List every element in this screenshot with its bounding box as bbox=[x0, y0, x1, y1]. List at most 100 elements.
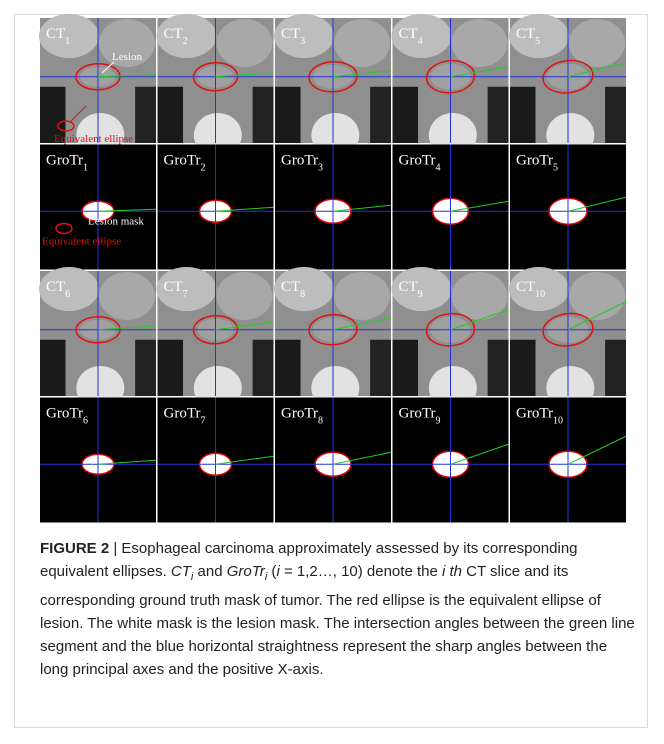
caption-text: and bbox=[193, 563, 226, 580]
air bbox=[253, 340, 274, 396]
panel: CT2 bbox=[157, 14, 274, 157]
air bbox=[275, 340, 301, 396]
air bbox=[488, 87, 509, 143]
tissue bbox=[217, 272, 273, 320]
panel: CT9 bbox=[392, 267, 509, 410]
panel: GroTr9 bbox=[393, 398, 509, 523]
panel-label-base: CT bbox=[399, 279, 418, 295]
caption-text: GroTr bbox=[227, 563, 265, 580]
air bbox=[135, 340, 156, 396]
caption-text: i th bbox=[442, 563, 462, 580]
tissue bbox=[334, 272, 390, 320]
tissue bbox=[99, 272, 155, 320]
panel-label-sub: 6 bbox=[83, 415, 88, 426]
air bbox=[393, 340, 419, 396]
air bbox=[488, 340, 509, 396]
air bbox=[605, 340, 626, 396]
panel-label-sub: 8 bbox=[300, 289, 305, 300]
panel-label-base: GroTr bbox=[281, 153, 318, 169]
panel-label-base: GroTr bbox=[46, 406, 83, 422]
tissue bbox=[217, 19, 273, 67]
annotation: Lesion mask bbox=[88, 216, 144, 228]
panel-label-base: CT bbox=[164, 279, 183, 295]
air bbox=[370, 340, 391, 396]
panel-label-sub: 3 bbox=[300, 36, 305, 47]
panel-label-base: GroTr bbox=[516, 153, 553, 169]
annotation: Equivalent ellipse bbox=[54, 133, 133, 145]
panel: CT6 bbox=[39, 267, 156, 410]
panel-label-sub: 9 bbox=[435, 415, 440, 426]
page: CT1CT2CT3CT4CT5GroTr1GroTr2GroTr3GroTr4G… bbox=[0, 0, 664, 744]
panel-label-sub: 1 bbox=[83, 162, 88, 173]
panel: GroTr10 bbox=[510, 398, 626, 523]
panel-label-sub: 5 bbox=[553, 162, 558, 173]
panel: GroTr7 bbox=[158, 398, 274, 523]
air bbox=[605, 87, 626, 143]
panel-label-base: CT bbox=[281, 279, 300, 295]
tissue bbox=[334, 19, 390, 67]
air bbox=[40, 340, 66, 396]
air bbox=[253, 87, 274, 143]
caption-text: = 1,2…, 10) denote the bbox=[280, 563, 442, 580]
tissue bbox=[452, 19, 508, 67]
air bbox=[370, 87, 391, 143]
panel-label-sub: 7 bbox=[183, 289, 188, 300]
panel: GroTr4 bbox=[393, 145, 509, 270]
air bbox=[510, 340, 536, 396]
air bbox=[393, 87, 419, 143]
caption: FIGURE 2 | Esophageal carcinoma approxim… bbox=[40, 537, 636, 681]
panel: CT5 bbox=[509, 14, 626, 157]
caption-text: CT slice and its corresponding ground tr… bbox=[40, 563, 635, 678]
panel-label-base: GroTr bbox=[399, 406, 436, 422]
panel: CT7 bbox=[157, 267, 274, 410]
panel-label-sub: 10 bbox=[553, 415, 563, 426]
tissue bbox=[569, 272, 625, 320]
panel-label-base: GroTr bbox=[164, 406, 201, 422]
panel-label-base: CT bbox=[46, 279, 65, 295]
caption-label: FIGURE 2 bbox=[40, 540, 109, 557]
air bbox=[135, 87, 156, 143]
panel: CT4 bbox=[392, 14, 509, 157]
panel-label-sub: 3 bbox=[318, 162, 323, 173]
panel-label-sub: 2 bbox=[183, 36, 188, 47]
panel: CT3 bbox=[274, 14, 391, 157]
panel: GroTr6 bbox=[40, 398, 156, 523]
air bbox=[275, 87, 301, 143]
panel-label-sub: 9 bbox=[418, 289, 423, 300]
panel: GroTr1 bbox=[40, 145, 156, 270]
panel-label-base: GroTr bbox=[399, 153, 436, 169]
air bbox=[158, 87, 184, 143]
panel: GroTr5 bbox=[510, 145, 626, 270]
panel: GroTr3 bbox=[275, 145, 391, 270]
panel: GroTr8 bbox=[275, 398, 391, 523]
panel-label-base: GroTr bbox=[516, 406, 553, 422]
caption-text: CT bbox=[171, 563, 191, 580]
annotation: Equivalent ellipse bbox=[42, 236, 121, 248]
panel-label-sub: 4 bbox=[435, 162, 440, 173]
panel-label-base: CT bbox=[164, 26, 183, 42]
panel-label-sub: 8 bbox=[318, 415, 323, 426]
panel-label-base: CT bbox=[281, 26, 300, 42]
tissue bbox=[569, 19, 625, 67]
panel-label-base: CT bbox=[46, 26, 65, 42]
panel-label-base: GroTr bbox=[164, 153, 201, 169]
air bbox=[510, 87, 536, 143]
panel: CT8 bbox=[274, 267, 391, 410]
panel-label-base: CT bbox=[399, 26, 418, 42]
panel-label-base: CT bbox=[516, 279, 535, 295]
panel-label-sub: 2 bbox=[200, 162, 205, 173]
panel-label-sub: 5 bbox=[535, 36, 540, 47]
panel-label-base: CT bbox=[516, 26, 535, 42]
panel-label-sub: 10 bbox=[535, 289, 545, 300]
panel-label-base: GroTr bbox=[46, 153, 83, 169]
panel-label-sub: 1 bbox=[65, 36, 70, 47]
panel-label-base: GroTr bbox=[281, 406, 318, 422]
air bbox=[158, 340, 184, 396]
panel-label-sub: 4 bbox=[418, 36, 423, 47]
panel: GroTr2 bbox=[158, 145, 274, 270]
panel-label-sub: 7 bbox=[200, 415, 205, 426]
annotation: Lesion bbox=[112, 51, 142, 63]
panel: CT10 bbox=[509, 267, 626, 410]
panel-label-sub: 6 bbox=[65, 289, 70, 300]
